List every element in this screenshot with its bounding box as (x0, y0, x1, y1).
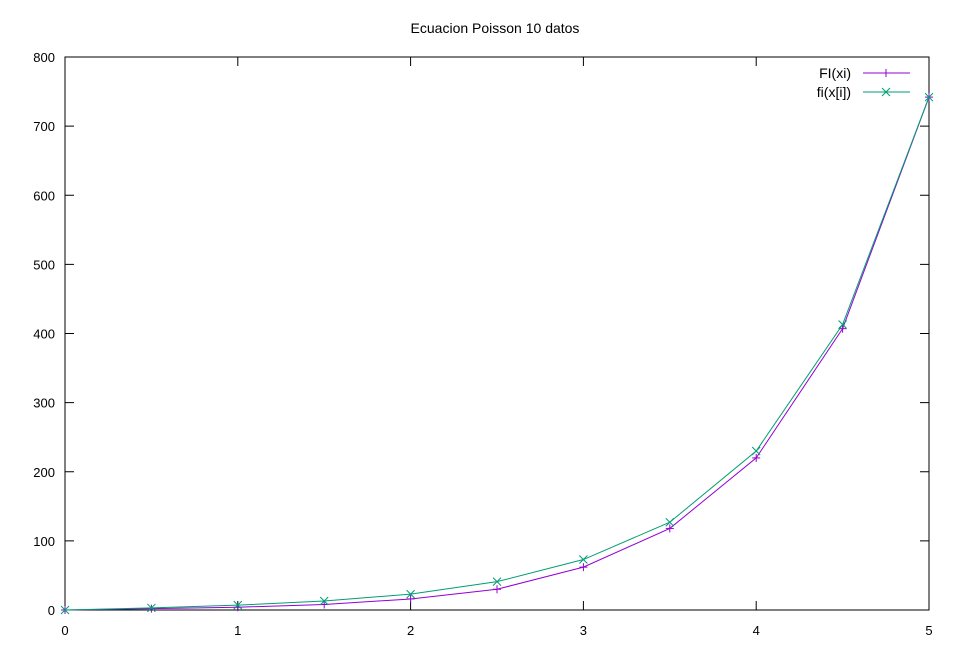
chart-title: Ecuacion Poisson 10 datos (411, 20, 580, 36)
data-point (60, 605, 70, 615)
data-point (493, 585, 501, 594)
legend: FI(xi) fi(x[i]) (817, 65, 910, 100)
x-tick-label: 4 (753, 623, 760, 638)
data-point (492, 577, 502, 587)
data-point (406, 589, 415, 599)
x-axis: 0 1 2 3 4 5 (61, 57, 933, 638)
y-tick-label: 500 (33, 257, 55, 272)
data-point (579, 563, 588, 572)
series-layer (60, 92, 934, 615)
y-tick-label: 300 (33, 396, 55, 411)
y-tick-label: 100 (33, 534, 55, 549)
y-axis: 0 100 200 300 400 500 600 700 800 (33, 50, 929, 618)
legend-item: fi(x[i]) (817, 84, 910, 100)
y-tick-label: 700 (33, 119, 55, 134)
legend-label: fi(x[i]) (817, 84, 851, 100)
series-1 (61, 93, 933, 614)
series-line (64, 96, 930, 611)
y-tick-label: 0 (48, 603, 55, 618)
x-tick-label: 2 (407, 623, 414, 638)
series-2 (60, 92, 934, 615)
y-tick-label: 600 (33, 188, 55, 203)
legend-marker (882, 69, 890, 77)
x-tick-label: 0 (61, 623, 68, 638)
data-point (406, 594, 415, 603)
data-point (147, 603, 156, 613)
x-tick-label: 5 (925, 623, 932, 638)
data-point (319, 596, 329, 606)
legend-marker (881, 87, 891, 97)
data-point (665, 524, 674, 533)
y-tick-label: 800 (33, 50, 55, 65)
legend-label: FI(xi) (819, 65, 851, 81)
y-tick-label: 200 (33, 465, 55, 480)
data-point (751, 446, 761, 456)
x-tick-label: 1 (234, 623, 241, 638)
data-point (838, 320, 847, 329)
legend-item: FI(xi) (819, 65, 910, 81)
data-point (665, 517, 675, 527)
data-point (579, 555, 588, 564)
data-point (924, 92, 934, 102)
x-tick-label: 3 (580, 623, 587, 638)
data-point (320, 600, 329, 609)
plot-frame (64, 56, 930, 611)
series-line (64, 96, 930, 611)
data-point (233, 600, 243, 610)
data-point (752, 453, 761, 462)
y-tick-label: 400 (33, 327, 55, 342)
